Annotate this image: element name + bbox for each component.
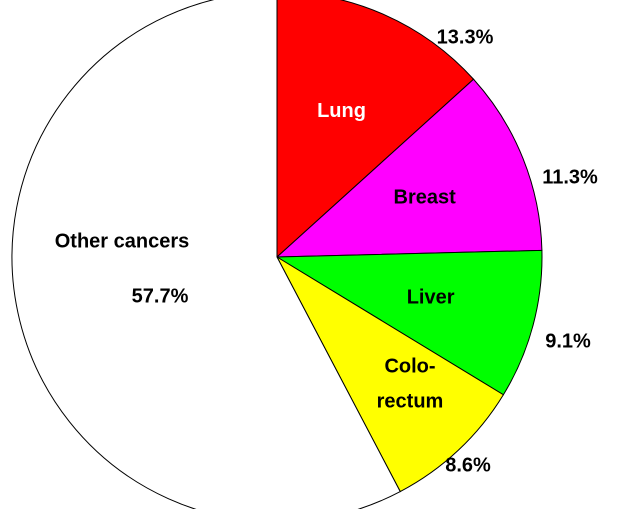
value-label: 8.6% [445,454,491,476]
value-label: 57.7% [132,285,189,307]
value-label: 11.3% [542,166,598,188]
value-label: 9.1% [545,330,591,352]
slice-label: Lung [317,100,366,122]
pie-slice [11,0,401,509]
pie-slice [275,78,543,258]
pie-slice [275,255,505,493]
pie-slice [275,249,543,396]
slice-label: Liver [407,286,455,308]
slice-label: Colo-rectum [377,356,444,413]
slice-label: Breast [394,186,457,208]
slice-label: Other cancers [55,230,190,252]
value-label: 13.3% [437,26,494,48]
pie-slice [276,0,475,259]
